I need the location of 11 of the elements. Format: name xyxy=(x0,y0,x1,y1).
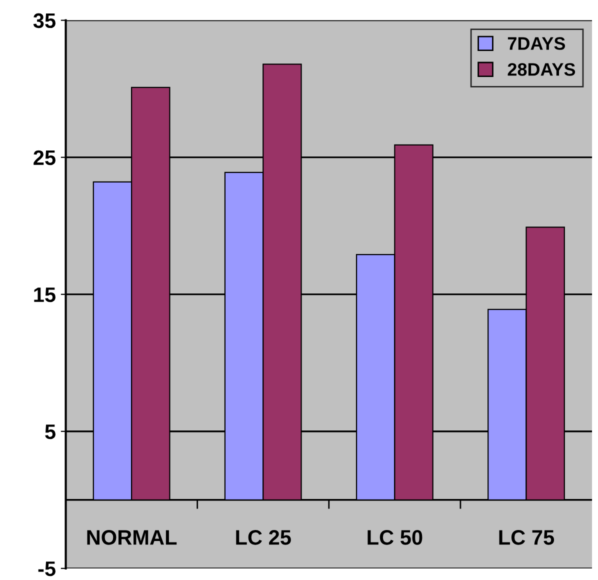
y-tick-label: 15 xyxy=(34,288,56,302)
y-tick-label: 35 xyxy=(33,13,56,28)
y-tick-label: 25 xyxy=(34,150,56,166)
legend-label: 7DAYS xyxy=(508,37,566,50)
y-tick-label: -5 xyxy=(38,562,56,576)
x-tick-label: LC 25 xyxy=(236,530,291,545)
x-tick-label: LC 75 xyxy=(499,530,554,545)
x-tick-label: NORMAL xyxy=(87,530,177,545)
x-tick-label: LC 50 xyxy=(368,530,422,545)
y-tick-label: 5 xyxy=(45,424,56,440)
legend-label: 28DAYS xyxy=(508,63,576,76)
